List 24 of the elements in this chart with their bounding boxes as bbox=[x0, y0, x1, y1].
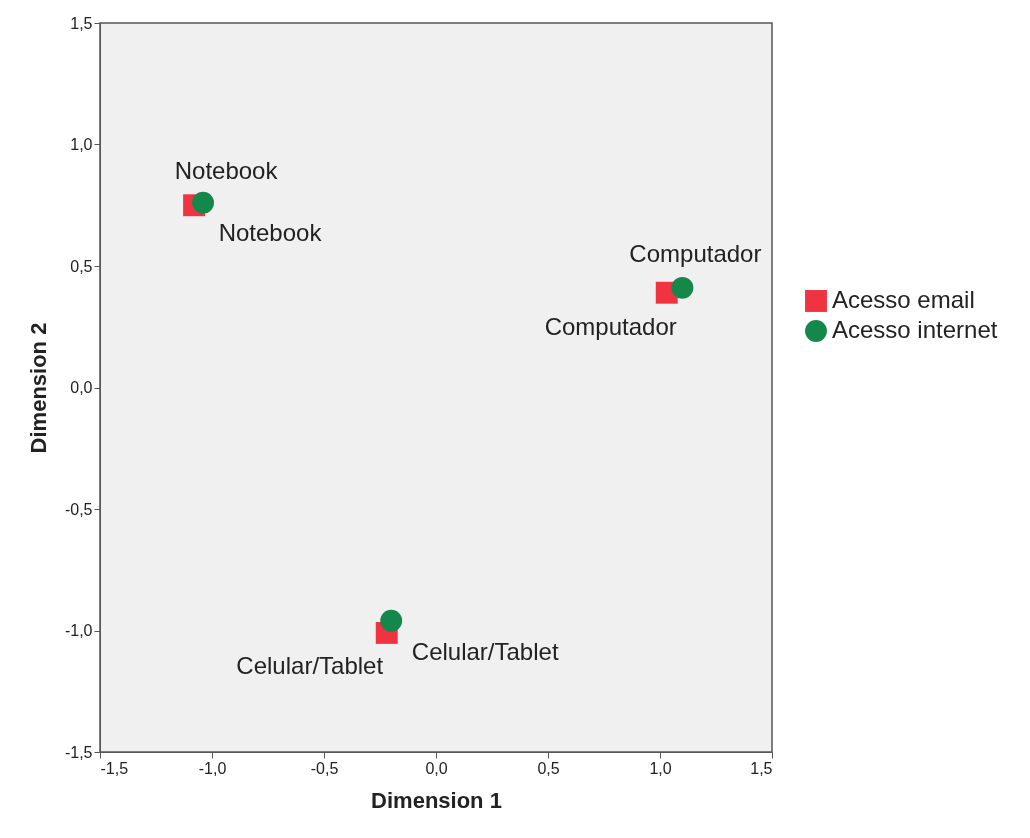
annotation: Notebook bbox=[174, 157, 279, 185]
legend-label: Acesso email bbox=[832, 286, 975, 313]
x-tick-label: 1,5 bbox=[750, 759, 773, 777]
y-axis-title: Dimension 2 bbox=[25, 322, 51, 454]
annotation: Computador bbox=[544, 312, 677, 340]
x-tick-label: -0,5 bbox=[310, 759, 339, 777]
x-tick-label: -1,5 bbox=[100, 759, 129, 777]
legend-label: Acesso internet bbox=[832, 316, 998, 343]
y-tick-label: 1,0 bbox=[70, 136, 93, 153]
x-tick-label: 1,0 bbox=[649, 759, 672, 777]
y-tick-label: -1,0 bbox=[64, 622, 93, 639]
y-tick-label: -0,5 bbox=[64, 500, 93, 518]
y-tick-label: 0,5 bbox=[70, 257, 93, 275]
annotation: Celular/Tablet bbox=[236, 651, 384, 679]
x-tick-label: 0,0 bbox=[425, 759, 448, 777]
annotation: Computador bbox=[629, 239, 762, 267]
x-tick-label: 0,5 bbox=[537, 759, 560, 777]
annotation: Celular/Tablet bbox=[411, 637, 559, 665]
y-tick-label: 1,5 bbox=[70, 14, 93, 32]
y-tick-label: 0,0 bbox=[70, 379, 93, 396]
y-tick-label: -1,5 bbox=[64, 743, 93, 761]
annotation: Notebook bbox=[218, 218, 323, 246]
x-tick-label: -1,0 bbox=[198, 759, 227, 777]
x-axis-title: Dimension 1 bbox=[371, 787, 502, 813]
